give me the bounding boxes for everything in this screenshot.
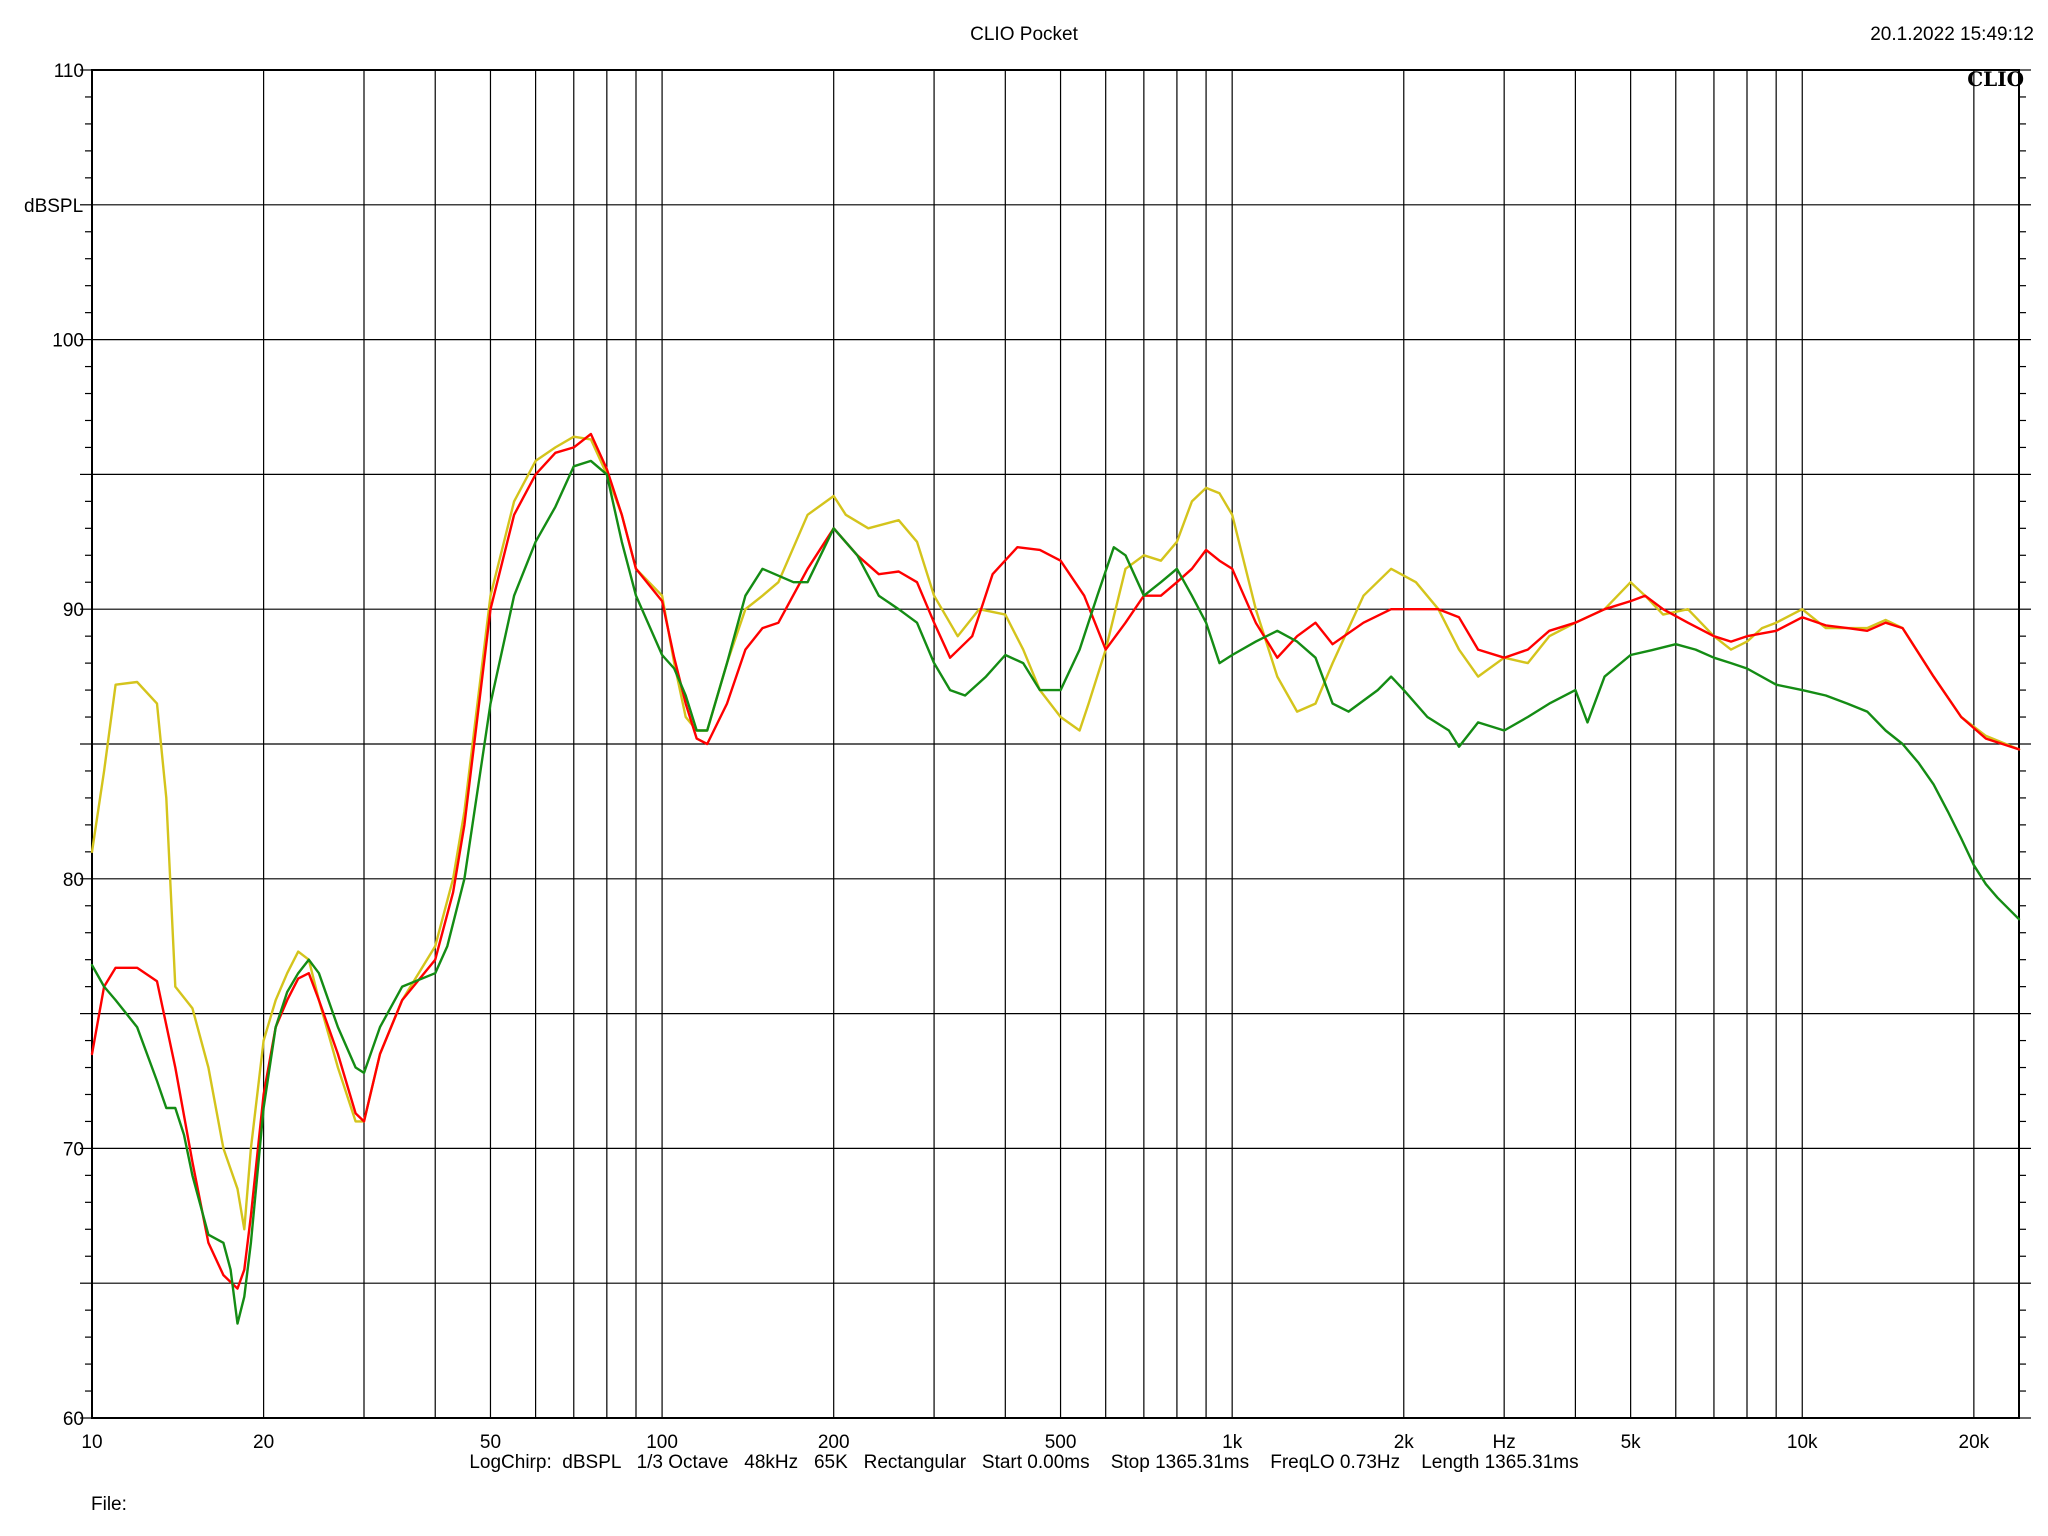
series-line-3 — [90, 459, 2021, 1325]
y-tick-label: 80 — [63, 870, 84, 891]
x-tick-label: 10k — [1787, 1432, 1818, 1453]
y-tick-label: 70 — [63, 1139, 84, 1160]
x-tick-label: 20k — [1959, 1432, 1990, 1453]
series-line-1 — [90, 435, 2021, 1231]
measurement-settings: LogChirp: dBSPL 1/3 Octave 48kHz 65K Rec… — [469, 1452, 1579, 1473]
x-axis-label: Hz — [1493, 1432, 1516, 1453]
x-tick-label: 5k — [1621, 1432, 1642, 1453]
chart-title: CLIO Pocket — [970, 24, 1078, 45]
grid — [91, 69, 2019, 1419]
x-tick-label: 1k — [1222, 1432, 1243, 1453]
x-tick-label: 10 — [81, 1432, 102, 1453]
x-tick-label: 2k — [1394, 1432, 1415, 1453]
axes: 60 70 80 90 100 110 dBSPL 10 20 50 100 200 500 1k 2k 5k… — [24, 61, 2031, 1453]
series-lines — [90, 432, 2021, 1325]
series-line-2 — [90, 432, 2021, 1290]
y-tick-label: 60 — [63, 1409, 84, 1430]
y-tick-label: 100 — [52, 331, 84, 352]
file-label: File: — [91, 1494, 127, 1515]
brand-logo: CLIO — [1967, 67, 2024, 91]
y-tick-label: 90 — [63, 600, 84, 621]
timestamp: 20.1.2022 15:49:12 — [1870, 24, 2034, 45]
x-tick-label: 500 — [1045, 1432, 1077, 1453]
x-tick-label: 20 — [253, 1432, 274, 1453]
x-tick-label: 50 — [480, 1432, 501, 1453]
x-tick-label: 200 — [818, 1432, 850, 1453]
y-axis-label: dBSPL — [24, 196, 83, 217]
y-tick-label: 110 — [54, 61, 84, 82]
x-tick-label: 100 — [646, 1432, 678, 1453]
